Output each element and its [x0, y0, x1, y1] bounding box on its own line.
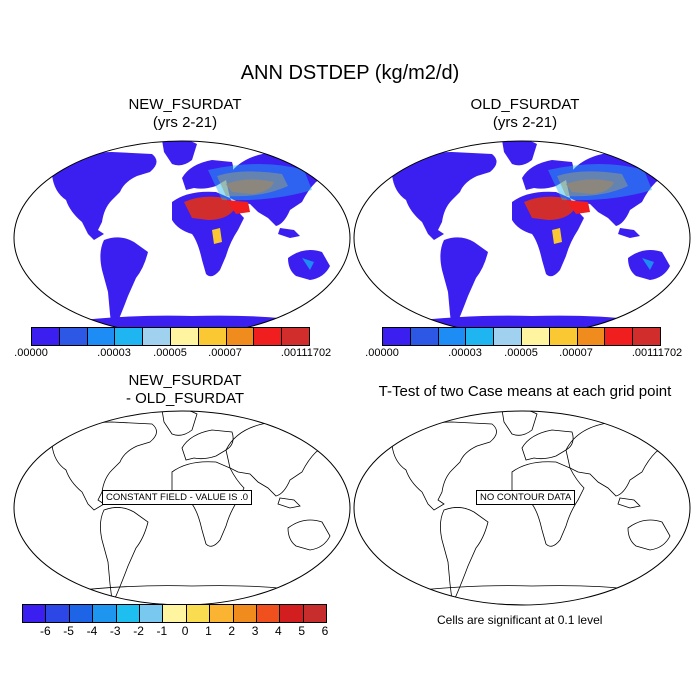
- colorbar-diff-swatch: [186, 605, 211, 622]
- panel-old-title-line2: (yrs 2-21): [492, 114, 558, 131]
- panel-diff-title: NEW_FSURDAT - OLD_FSURDAT: [20, 372, 350, 408]
- colorbar-old-swatch: [521, 328, 550, 345]
- colorbar-old-swatch: [633, 328, 660, 345]
- panel-diff-title-line1: NEW_FSURDAT: [128, 372, 242, 389]
- colorbar-diff-label: -3: [109, 624, 121, 638]
- panel-old-title-line1: OLD_FSURDAT: [470, 96, 580, 113]
- colorbar-diff-label: 3: [251, 624, 259, 638]
- colorbar-new-swatch: [32, 328, 60, 345]
- colorbar-new-swatch: [87, 328, 116, 345]
- map-new: [13, 140, 351, 336]
- colorbar-old-swatch: [605, 328, 634, 345]
- colorbar-diff-swatch: [233, 605, 257, 622]
- colorbar-new-swatch: [115, 328, 144, 345]
- constant-field-message: CONSTANT FIELD - VALUE IS .0: [102, 490, 253, 505]
- colorbar-diff-label: 5: [298, 624, 306, 638]
- colorbar-diff-swatch: [23, 605, 47, 622]
- panel-new-title-line2: (yrs 2-21): [152, 114, 218, 131]
- colorbar-diff-swatch: [280, 605, 304, 622]
- colorbar-old-label: .00000: [365, 347, 399, 359]
- colorbar-diff-swatch: [163, 605, 187, 622]
- colorbar-old-label: .00111702: [631, 347, 683, 359]
- colorbar-old-swatch: [410, 328, 439, 345]
- panel-ttest-title-line1: T-Test of two Case means at each grid po…: [378, 383, 672, 400]
- colorbar-old-swatch: [466, 328, 495, 345]
- colorbar-new: [31, 327, 310, 346]
- map-old: [353, 140, 691, 336]
- colorbar-new-label: .00003: [97, 347, 131, 359]
- colorbar-new-swatch: [198, 328, 227, 345]
- significance-note: Cells are significant at 0.1 level: [437, 613, 603, 627]
- colorbar-old-label: .00007: [559, 347, 593, 359]
- colorbar-new-label: .00005: [153, 347, 187, 359]
- colorbar-old-swatch: [577, 328, 606, 345]
- colorbar-new-label: .00111702: [280, 347, 332, 359]
- colorbar-new-swatch: [254, 328, 283, 345]
- colorbar-old-label: .00005: [504, 347, 538, 359]
- colorbar-diff-label: -1: [156, 624, 168, 638]
- panel-new-title: NEW_FSURDAT (yrs 2-21): [20, 96, 350, 132]
- colorbar-diff-label: 1: [205, 624, 212, 638]
- colorbar-new-swatch: [282, 328, 309, 345]
- colorbar-diff-label: -5: [63, 624, 74, 638]
- colorbar-diff-swatch: [139, 605, 164, 622]
- colorbar-diff-swatch: [210, 605, 234, 622]
- colorbar-diff-swatch: [69, 605, 94, 622]
- colorbar-new-label: .00007: [208, 347, 242, 359]
- colorbar-new-swatch: [226, 328, 255, 345]
- colorbar-diff-label: -2: [133, 624, 144, 638]
- colorbar-diff-label: -4: [86, 624, 98, 638]
- colorbar-diff: [22, 604, 327, 623]
- colorbar-new-swatch: [59, 328, 88, 345]
- colorbar-old: [382, 327, 661, 346]
- colorbar-diff-swatch: [303, 605, 327, 622]
- colorbar-diff-label: 6: [321, 624, 329, 638]
- colorbar-diff-swatch: [46, 605, 70, 622]
- colorbar-diff-swatch: [93, 605, 117, 622]
- map-ttest: [353, 410, 691, 606]
- colorbar-diff-swatch: [256, 605, 281, 622]
- map-diff: [13, 410, 351, 606]
- colorbar-old-swatch: [494, 328, 522, 345]
- colorbar-diff-label: 2: [228, 624, 236, 638]
- colorbar-new-swatch: [143, 328, 171, 345]
- colorbar-new-label: .00000: [14, 347, 48, 359]
- colorbar-diff-label: 4: [275, 624, 282, 638]
- colorbar-diff-label: -6: [39, 624, 51, 638]
- no-contour-message: NO CONTOUR DATA: [476, 490, 576, 505]
- panel-old-title: OLD_FSURDAT (yrs 2-21): [355, 96, 695, 132]
- colorbar-diff-label: 0: [181, 624, 189, 638]
- figure-title: ANN DSTDEP (kg/m2/d): [240, 62, 460, 84]
- panel-ttest-title: T-Test of two Case means at each grid po…: [350, 383, 700, 401]
- colorbar-new-swatch: [170, 328, 199, 345]
- colorbar-old-swatch: [549, 328, 578, 345]
- colorbar-old-swatch: [438, 328, 467, 345]
- colorbar-diff-swatch: [116, 605, 140, 622]
- panel-diff-title-line2: - OLD_FSURDAT: [125, 390, 245, 407]
- panel-new-title-line1: NEW_FSURDAT: [128, 96, 242, 113]
- colorbar-old-swatch: [383, 328, 411, 345]
- colorbar-old-label: .00003: [448, 347, 482, 359]
